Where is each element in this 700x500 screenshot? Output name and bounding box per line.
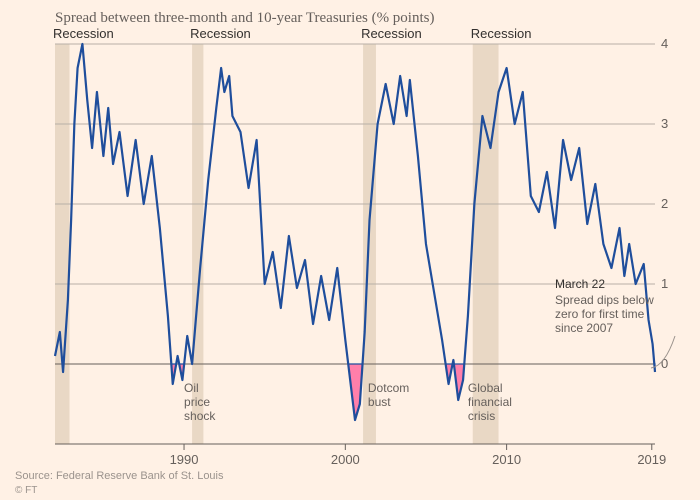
x-tick-label: 2010 xyxy=(492,452,521,467)
recession-label: Recession xyxy=(190,26,251,41)
callout-line: zero for first time xyxy=(555,307,645,321)
x-tick-label: 2019 xyxy=(637,452,666,467)
event-annotation: bust xyxy=(368,395,391,409)
y-tick-label: 4 xyxy=(661,36,668,51)
event-annotation: shock xyxy=(184,409,216,423)
event-annotation: price xyxy=(184,395,210,409)
y-tick-label: 1 xyxy=(661,276,668,291)
x-tick-label: 1990 xyxy=(170,452,199,467)
y-tick-label: 3 xyxy=(661,116,668,131)
event-annotation: crisis xyxy=(468,409,495,423)
event-annotation: Global xyxy=(468,381,503,395)
event-annotation: Oil xyxy=(184,381,199,395)
event-annotation: Dotcom xyxy=(368,381,409,395)
recession-label: Recession xyxy=(361,26,422,41)
recession-label: Recession xyxy=(53,26,114,41)
chart-title: Spread between three-month and 10-year T… xyxy=(55,10,434,27)
x-tick-label: 2000 xyxy=(331,452,360,467)
source-text: Source: Federal Reserve Bank of St. Loui… xyxy=(15,470,224,482)
callout-line: since 2007 xyxy=(555,321,613,335)
callout-line: Spread dips below xyxy=(555,293,654,307)
chart-container: Spread between three-month and 10-year T… xyxy=(0,0,700,500)
copyright-text: © FT xyxy=(15,485,37,496)
recession-label: Recession xyxy=(471,26,532,41)
plot-area: 012341990200020102019RecessionRecessionR… xyxy=(55,44,655,444)
event-annotation: financial xyxy=(468,395,512,409)
y-tick-label: 2 xyxy=(661,196,668,211)
callout-head: March 22 xyxy=(555,277,605,291)
recession-band xyxy=(55,44,70,444)
